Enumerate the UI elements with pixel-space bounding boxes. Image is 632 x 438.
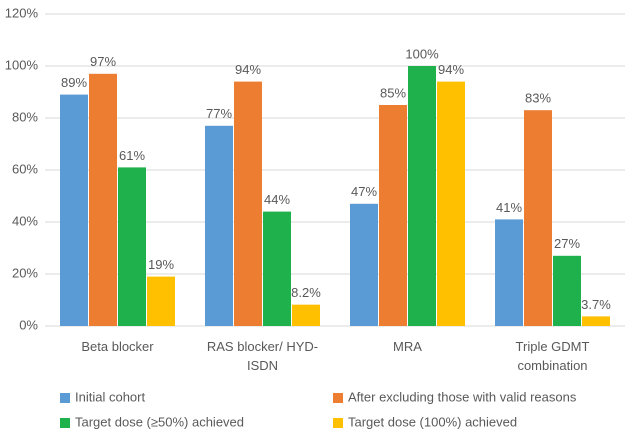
bar (379, 105, 407, 326)
data-label: 94% (438, 62, 464, 77)
data-label: 41% (496, 200, 522, 215)
data-label: 97% (90, 54, 116, 69)
legend-label: Target dose (100%) achieved (348, 414, 517, 429)
data-label: 61% (119, 148, 145, 163)
bar (60, 94, 88, 326)
x-tick-label-box: Beta blocker (81, 339, 154, 354)
legend-swatch (333, 418, 343, 428)
bar (292, 304, 320, 326)
y-tick-label: 40% (12, 213, 38, 228)
bar (350, 203, 378, 326)
bar (263, 211, 291, 326)
bar (408, 66, 436, 326)
x-tick-label-box: RAS blocker/ HYD-ISDN (206, 339, 319, 373)
data-label: 100% (405, 46, 439, 61)
bar (437, 81, 465, 326)
data-label: 27% (554, 236, 580, 251)
bar (118, 167, 146, 326)
y-tick-label: 0% (19, 317, 38, 332)
data-label: 3.7% (581, 297, 611, 312)
x-tick-label: Triple GDMT combination (515, 339, 590, 373)
data-label: 44% (264, 192, 290, 207)
data-label: 77% (206, 106, 232, 121)
legend-label: After excluding those with valid reasons (348, 389, 577, 404)
data-label: 83% (525, 91, 551, 106)
y-tick-label: 20% (12, 265, 38, 280)
bar (234, 81, 262, 326)
x-tick-label: MRA (393, 339, 422, 354)
data-label: 19% (148, 257, 174, 272)
bar (553, 255, 581, 326)
x-tick-label: Beta blocker (81, 339, 154, 354)
legend-label: Initial cohort (75, 389, 145, 404)
data-label: 47% (351, 184, 377, 199)
legend-swatch (60, 393, 70, 403)
x-tick-label-box: Triple GDMT combination (515, 339, 590, 373)
y-tick-label: 120% (5, 5, 39, 20)
x-tick-label-box: MRA (393, 339, 422, 354)
data-label: 8.2% (291, 285, 321, 300)
bar (147, 276, 175, 326)
data-label: 89% (61, 75, 87, 90)
legend-label: Target dose (≥50%) achieved (75, 414, 244, 429)
bar (89, 73, 117, 326)
bar (524, 110, 552, 326)
y-tick-label: 80% (12, 109, 38, 124)
legend-swatch (333, 393, 343, 403)
data-label: 94% (235, 62, 261, 77)
legend-swatch (60, 418, 70, 428)
data-label: 85% (380, 85, 406, 100)
bar (582, 316, 610, 326)
bar (205, 125, 233, 326)
x-tick-label: RAS blocker/ HYD-ISDN (206, 339, 319, 373)
y-tick-label: 60% (12, 161, 38, 176)
y-tick-label: 100% (5, 57, 39, 72)
bar (495, 219, 523, 326)
